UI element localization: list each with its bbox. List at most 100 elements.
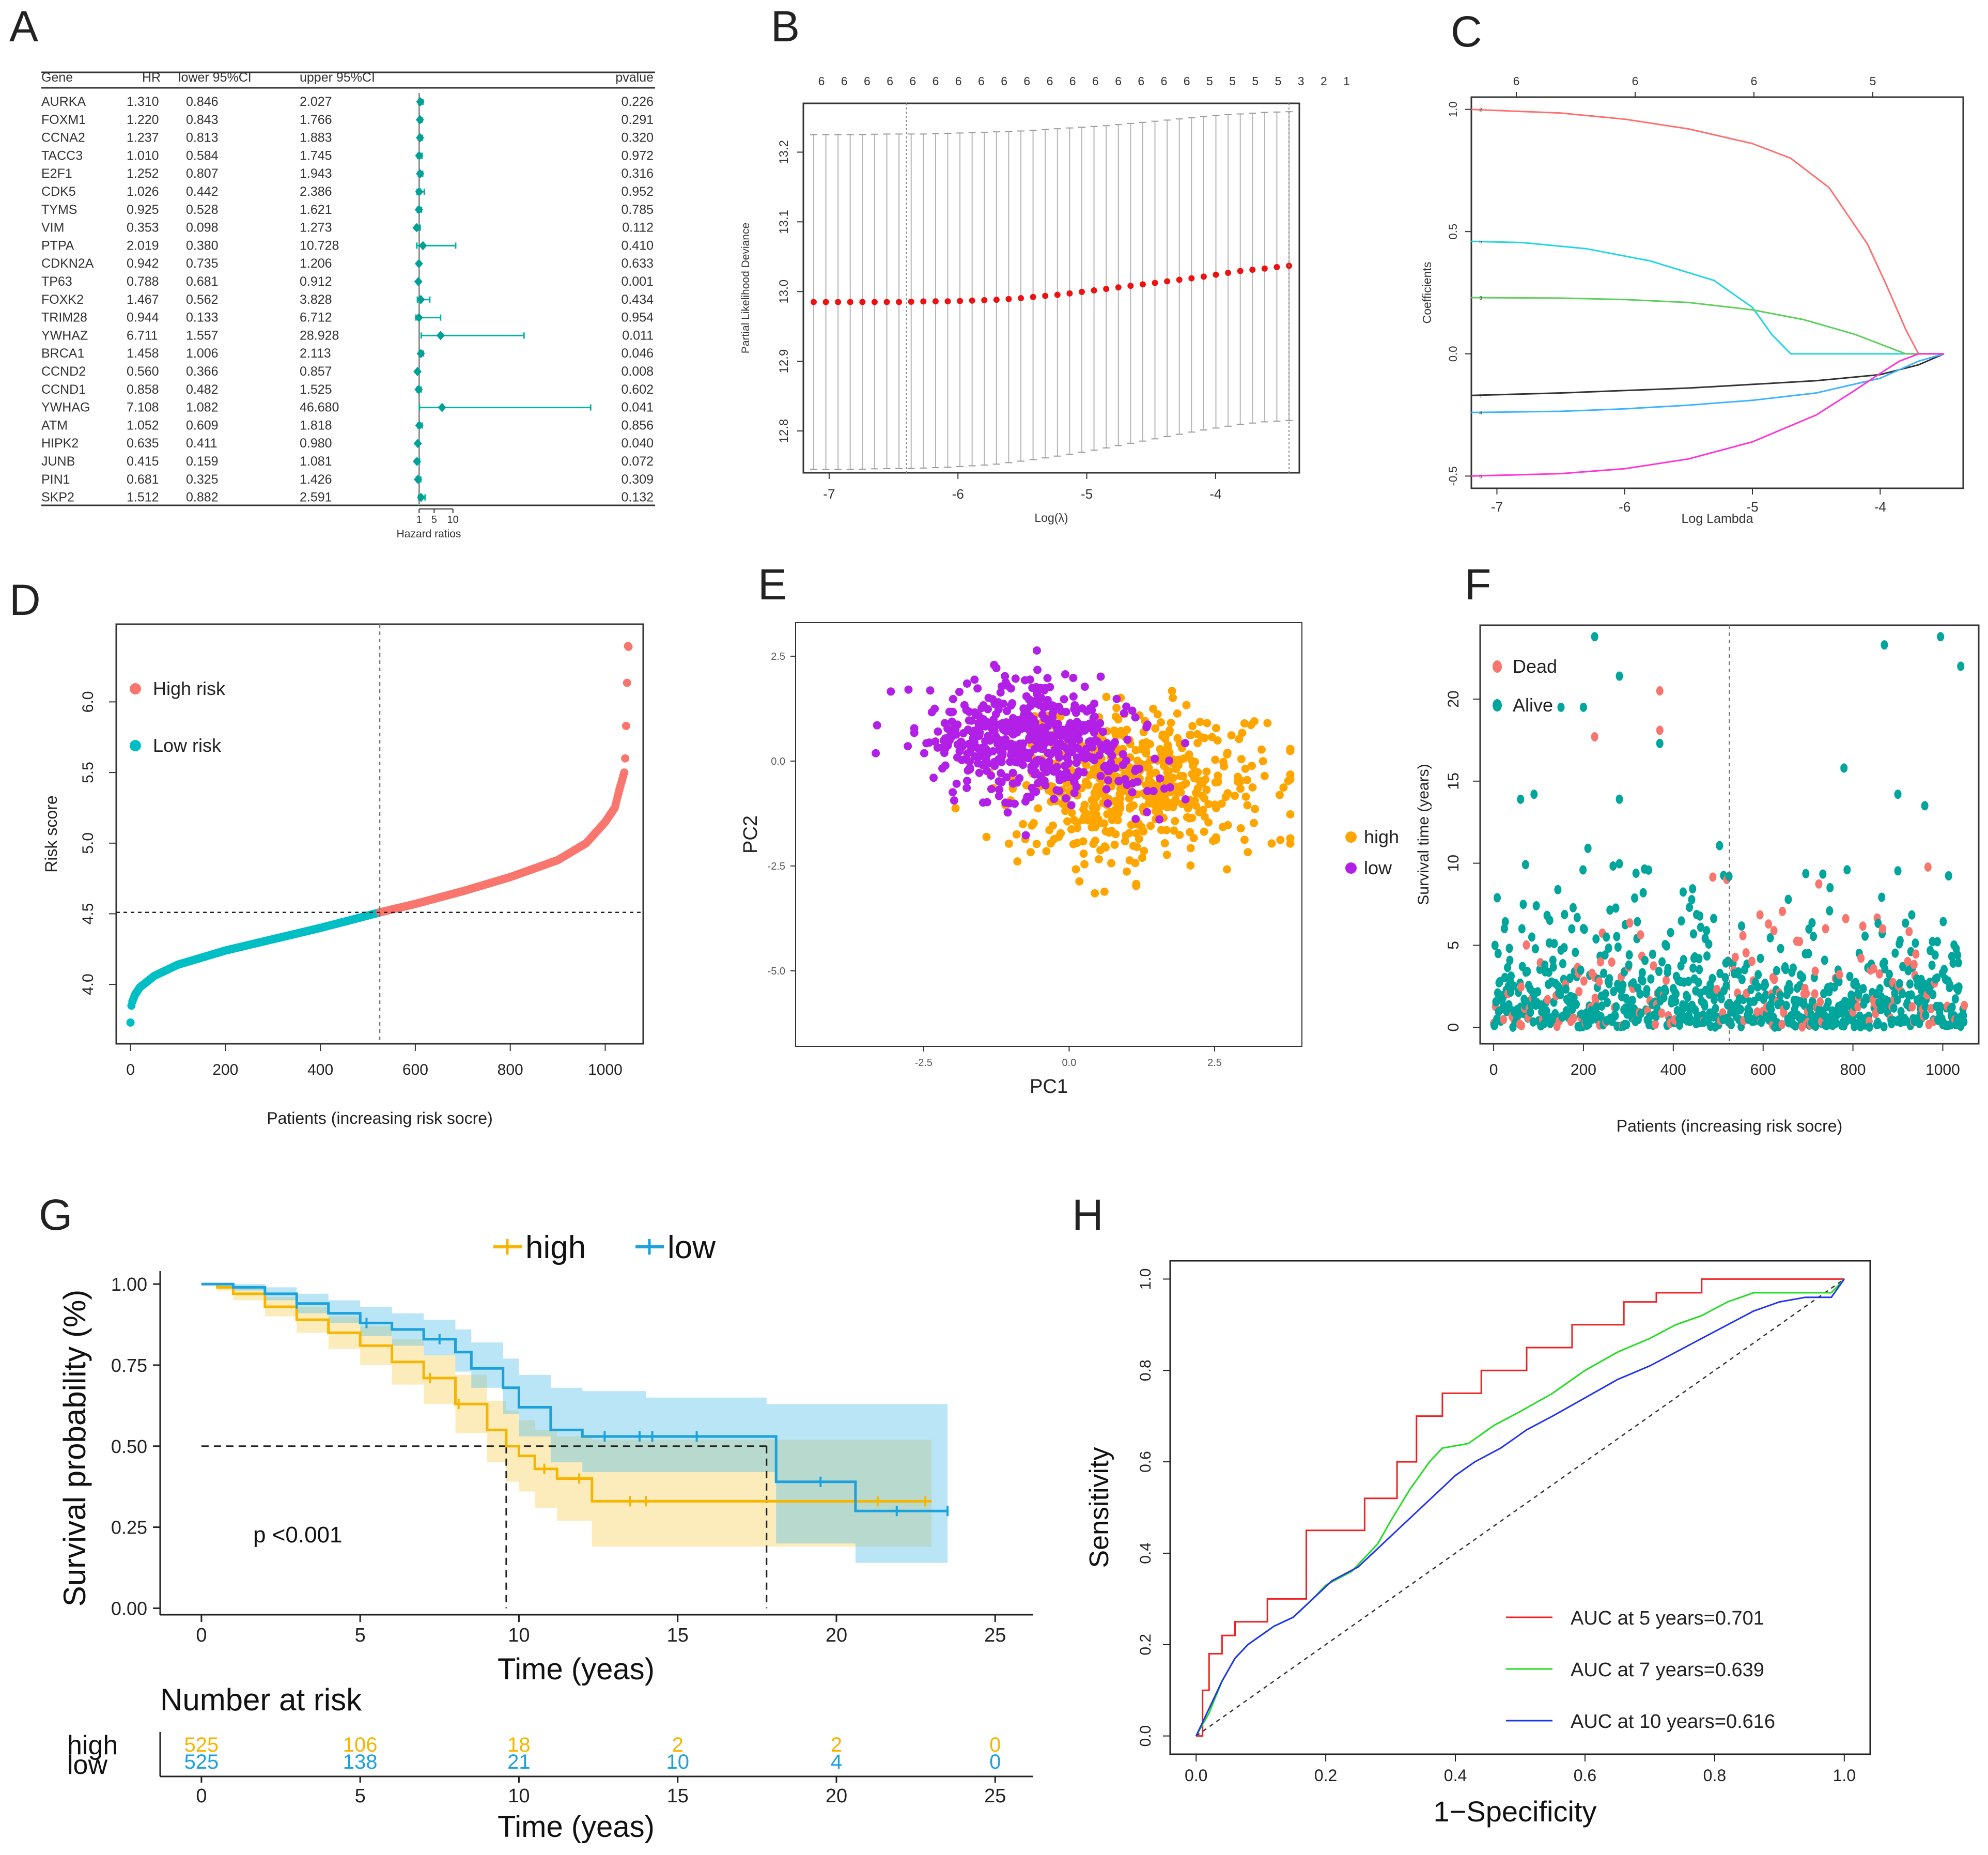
survival-point: [1613, 932, 1621, 941]
legend-label: Dead: [1513, 656, 1557, 677]
survival-point: [1840, 763, 1848, 773]
pca-point: [1036, 725, 1045, 734]
pca-point: [1069, 673, 1078, 682]
pca-point: [1165, 726, 1174, 735]
survival-point: [1859, 984, 1867, 994]
pca-point: [1200, 827, 1208, 836]
pca-point: [1066, 719, 1075, 728]
pca-point: [979, 701, 988, 710]
survival-point: [1492, 997, 1500, 1007]
pca-point: [1131, 814, 1140, 823]
survival-point: [1770, 925, 1778, 935]
pca-point: [1199, 806, 1207, 814]
pca-point: [1084, 737, 1093, 746]
hr-marker: [414, 384, 423, 394]
pca-point: [951, 804, 960, 813]
pca-point: [1181, 795, 1190, 804]
p-value: p <0.001: [253, 1522, 343, 1548]
survival-point: [1716, 841, 1723, 851]
risk-count: 138: [343, 1751, 378, 1773]
pca-point: [1173, 734, 1182, 743]
pca-point: [1018, 761, 1027, 769]
pca-point: [1008, 779, 1017, 788]
y-tick-label: 12.9: [777, 349, 791, 374]
survival-point: [1810, 932, 1818, 941]
survival-point: [1705, 939, 1713, 949]
survival-point: [1742, 948, 1750, 958]
survival-point: [1703, 951, 1711, 961]
risk-point: [620, 768, 629, 777]
pca-point: [1135, 834, 1143, 843]
pca-point: [952, 730, 960, 739]
gene-name: JUNB: [41, 454, 75, 469]
pca-point: [1237, 755, 1246, 764]
pvalue: 0.410: [621, 238, 654, 253]
pca-point: [1240, 719, 1249, 728]
risk-count: 0: [989, 1751, 1001, 1773]
coef-path: [1471, 353, 1945, 396]
pca-point: [1100, 887, 1109, 896]
survival-point: [1737, 1004, 1745, 1014]
pca-point: [1182, 701, 1191, 709]
deviance-point: [1225, 270, 1232, 276]
risk-count: 10: [666, 1751, 689, 1773]
survival-point: [1672, 997, 1680, 1007]
risk-row-label: high: [67, 1730, 118, 1760]
gene-name: TYMS: [41, 203, 77, 217]
survival-point: [1876, 984, 1884, 994]
survival-point: [1684, 993, 1691, 1002]
survival-point: [1623, 1019, 1630, 1029]
risk-point: [621, 754, 630, 763]
pca-point: [1069, 736, 1078, 745]
y-tick-label: -0.5: [1447, 466, 1459, 486]
risk-x-tick-label: 25: [984, 1785, 1006, 1807]
nonzero-count: 6: [1115, 74, 1122, 88]
x-axis-title: Log Lambda: [1681, 512, 1753, 526]
survival-point: [1835, 977, 1843, 986]
legend-label: high: [1364, 826, 1399, 847]
survival-point: [1600, 968, 1608, 978]
survival-point: [1703, 926, 1711, 936]
pca-point: [1054, 832, 1063, 841]
survival-point: [1819, 869, 1827, 879]
deviance-point: [1005, 296, 1012, 302]
risk-table-title: Number at risk: [160, 1682, 362, 1717]
hr-marker: [416, 349, 425, 359]
pca-point: [1070, 701, 1079, 709]
pca-point: [1158, 732, 1167, 740]
survival-point: [1662, 986, 1670, 996]
survival-point: [1689, 929, 1697, 939]
x-tick-label: -7: [823, 486, 835, 502]
y-tick-label: -5.0: [768, 966, 785, 977]
pca-point: [1186, 828, 1194, 837]
survival-point: [1655, 966, 1663, 976]
risk-count: 525: [184, 1751, 219, 1773]
upper-ci: 2.027: [300, 95, 332, 109]
hr-value: 2.019: [127, 238, 159, 253]
pca-point: [1167, 718, 1175, 727]
survival-point: [1608, 957, 1616, 967]
pca-point: [1007, 718, 1016, 726]
deviance-point: [1152, 280, 1158, 286]
pca-point: [987, 771, 996, 780]
y-tick-label: 4.0: [80, 973, 97, 995]
pvalue: 0.434: [621, 292, 654, 307]
hr-marker: [416, 295, 425, 304]
survival-point: [1905, 926, 1913, 936]
survival-point: [1861, 931, 1869, 941]
gene-name: CCND2: [41, 364, 86, 379]
nonzero-count: 5: [1870, 74, 1876, 88]
survival-point: [1524, 966, 1531, 976]
survival-point: [1658, 1008, 1666, 1018]
upper-ci: 1.745: [300, 148, 332, 163]
y-tick-label: 0.6: [1137, 1451, 1154, 1473]
deviance-point: [1066, 290, 1073, 297]
gene-name: CDK5: [41, 184, 76, 199]
nonzero-count: 6: [1138, 74, 1144, 88]
pvalue: 0.954: [621, 311, 654, 325]
survival-point: [1891, 948, 1899, 958]
survival-point: [1593, 1002, 1601, 1012]
risk-count: 2: [672, 1734, 684, 1756]
pvalue: 0.072: [621, 454, 654, 469]
